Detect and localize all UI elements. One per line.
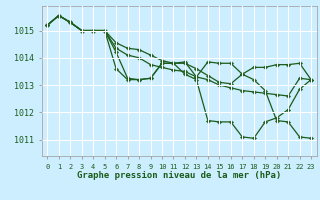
- X-axis label: Graphe pression niveau de la mer (hPa): Graphe pression niveau de la mer (hPa): [77, 171, 281, 180]
